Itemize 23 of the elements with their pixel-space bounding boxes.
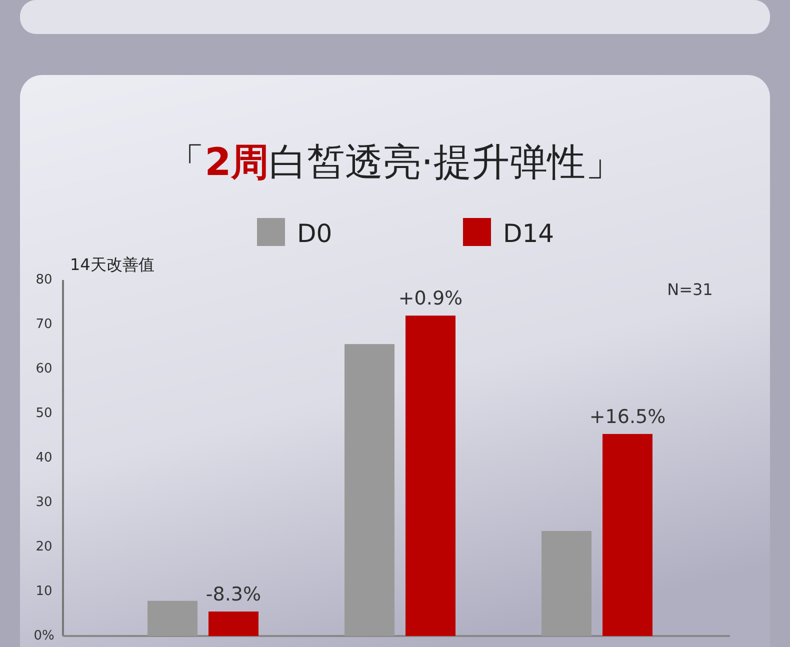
y-tick-label: 50 bbox=[36, 406, 52, 421]
y-tick-label: 10 bbox=[36, 584, 52, 599]
legend-label: D0 bbox=[297, 219, 332, 248]
chart-title: 「2周白皙透亮·提升弹性」 bbox=[166, 140, 624, 184]
bar bbox=[148, 600, 198, 636]
annotation: -8.3% bbox=[206, 584, 262, 606]
y-tick-label: 40 bbox=[36, 450, 52, 466]
annotation: N=31 bbox=[667, 280, 713, 299]
bar bbox=[344, 344, 394, 636]
y-tick-label: 60 bbox=[36, 362, 52, 376]
y-tick-label: 20 bbox=[36, 540, 52, 554]
y-axis-title: 14天改善值 bbox=[70, 255, 154, 274]
bar bbox=[406, 316, 456, 636]
bar bbox=[602, 434, 652, 636]
annotation: +16.5% bbox=[589, 406, 666, 428]
y-tick-label: 0% bbox=[34, 628, 54, 644]
annotation: +0.9% bbox=[398, 288, 463, 310]
y-tick-label: 30 bbox=[36, 495, 52, 510]
y-tick-label: 80 bbox=[36, 272, 52, 288]
legend-label: D14 bbox=[503, 219, 554, 248]
bar bbox=[542, 530, 592, 636]
y-tick-label: 70 bbox=[36, 317, 52, 332]
bar bbox=[208, 612, 258, 636]
